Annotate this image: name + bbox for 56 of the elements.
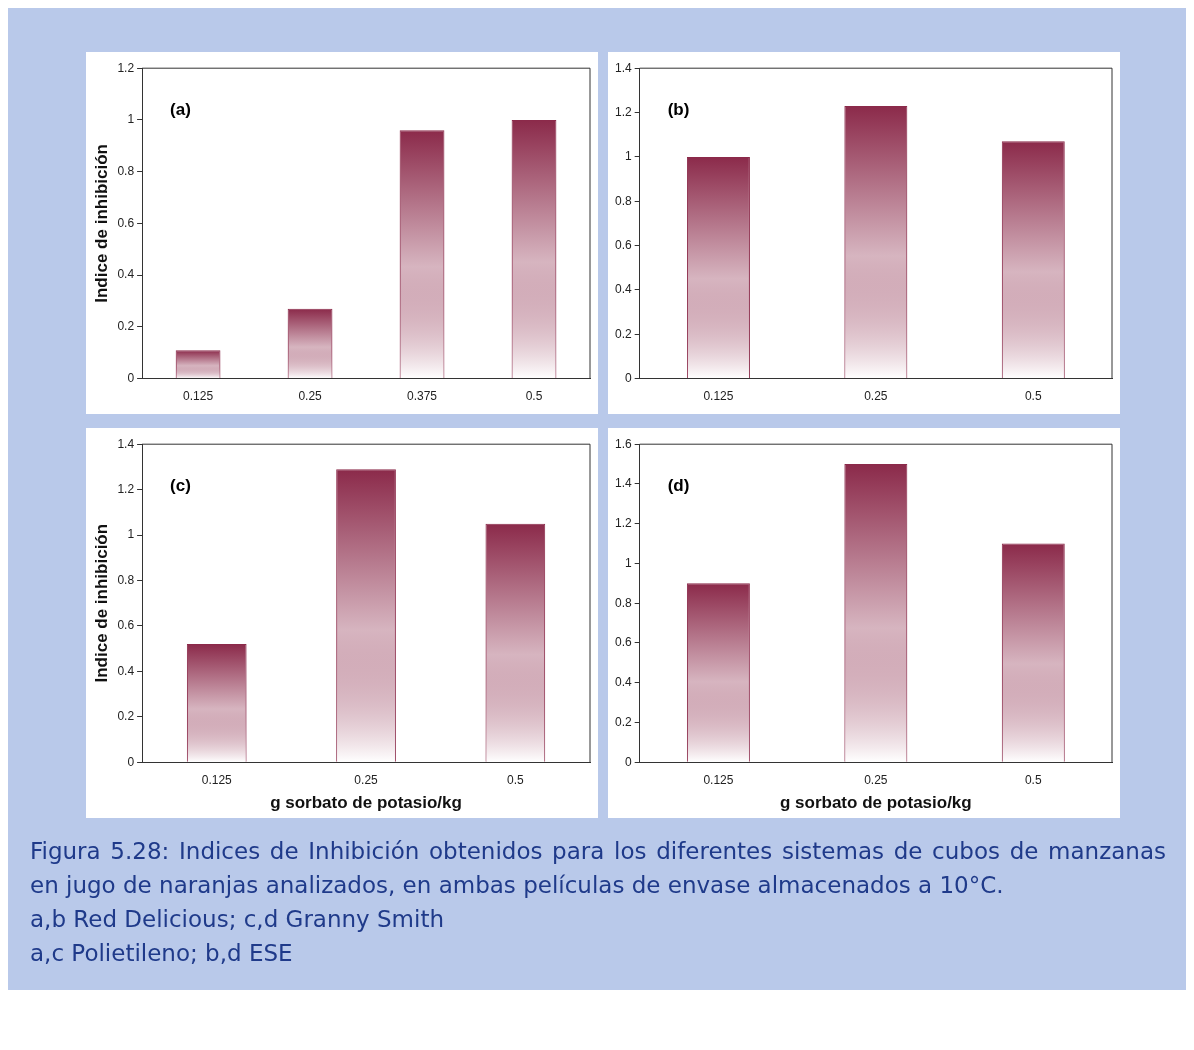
y-tick-label: 0.8 bbox=[117, 572, 135, 587]
y-tick-label: 0.6 bbox=[614, 635, 632, 650]
x-tick-label: 0.5 bbox=[1024, 772, 1042, 787]
x-tick-label: 0.5 bbox=[507, 772, 525, 787]
x-tick-label: 0.125 bbox=[201, 772, 233, 787]
y-tick-label: 1.6 bbox=[614, 436, 632, 451]
y-tick-label: 1.2 bbox=[117, 60, 135, 75]
y-tick-label: 0.4 bbox=[117, 267, 135, 282]
y-axis-title: Indice de inhibición bbox=[91, 144, 111, 303]
annotation: (d) bbox=[667, 475, 690, 495]
y-tick-label: 1.4 bbox=[614, 476, 632, 491]
y-tick-label: 0 bbox=[127, 370, 135, 385]
text: a,c Polietileno; b,d ESE bbox=[30, 939, 294, 968]
y-tick-label: 1.2 bbox=[117, 481, 135, 496]
y-tick-label: 0.2 bbox=[614, 326, 632, 341]
y-tick-label: 0.4 bbox=[614, 282, 632, 297]
x-axis-title: g sorbato de potasio/kg bbox=[270, 793, 462, 813]
y-tick-label: 1 bbox=[624, 149, 632, 164]
x-tick-label: 0.125 bbox=[703, 389, 734, 404]
y-tick-label: 0.2 bbox=[117, 319, 135, 334]
x-tick-label: 0.125 bbox=[183, 389, 214, 404]
x-tick-label: 0.5 bbox=[1024, 389, 1042, 404]
y-tick-label: 1.2 bbox=[614, 104, 632, 119]
y-tick-label: 0.6 bbox=[614, 237, 632, 252]
x-tick-label: 0.25 bbox=[354, 772, 379, 787]
y-tick-label: 1 bbox=[624, 555, 632, 570]
x-tick-label: 0.5 bbox=[525, 389, 543, 404]
text: Figura 5.28: Indices de Inhibición obtenidos para los diferentes sistemas de cubos de manzanas en jugo de naranjas analizados, en ambas películas de envase almacenados a 10°C. bbox=[30, 837, 1166, 900]
annotation: (a) bbox=[170, 99, 191, 119]
x-tick-label: 0.375 bbox=[407, 389, 438, 404]
annotation: (b) bbox=[667, 99, 690, 119]
y-tick-label: 0 bbox=[624, 370, 632, 385]
y-tick-label: 0.8 bbox=[614, 193, 632, 208]
y-tick-label: 1.4 bbox=[614, 60, 632, 75]
y-tick-label: 0.4 bbox=[117, 663, 135, 678]
x-tick-label: 0.125 bbox=[703, 772, 734, 787]
y-axis-title: Indice de inhibición bbox=[91, 523, 111, 683]
y-tick-label: 0.4 bbox=[614, 675, 632, 690]
y-tick-label: 0.8 bbox=[614, 595, 632, 610]
y-tick-label: 0.8 bbox=[117, 163, 135, 178]
x-tick-label: 0.25 bbox=[864, 772, 888, 787]
annotation: (c) bbox=[170, 475, 191, 495]
y-tick-label: 1 bbox=[127, 527, 135, 542]
y-tick-label: 0.2 bbox=[117, 709, 135, 724]
y-tick-label: 0.2 bbox=[614, 714, 632, 729]
y-tick-label: 0.6 bbox=[117, 618, 135, 633]
y-tick-label: 1 bbox=[127, 112, 135, 127]
y-tick-label: 1.2 bbox=[614, 516, 632, 531]
x-axis-title: g sorbato de potasio/kg bbox=[779, 793, 972, 813]
x-tick-label: 0.25 bbox=[864, 389, 888, 404]
y-tick-label: 0 bbox=[127, 754, 135, 769]
y-tick-label: 0 bbox=[624, 754, 632, 769]
text: a,b Red Delicious; c,d Granny Smith bbox=[30, 905, 445, 934]
y-tick-label: 0.6 bbox=[117, 215, 135, 230]
y-tick-label: 1.4 bbox=[117, 436, 135, 451]
x-tick-label: 0.25 bbox=[298, 389, 323, 404]
